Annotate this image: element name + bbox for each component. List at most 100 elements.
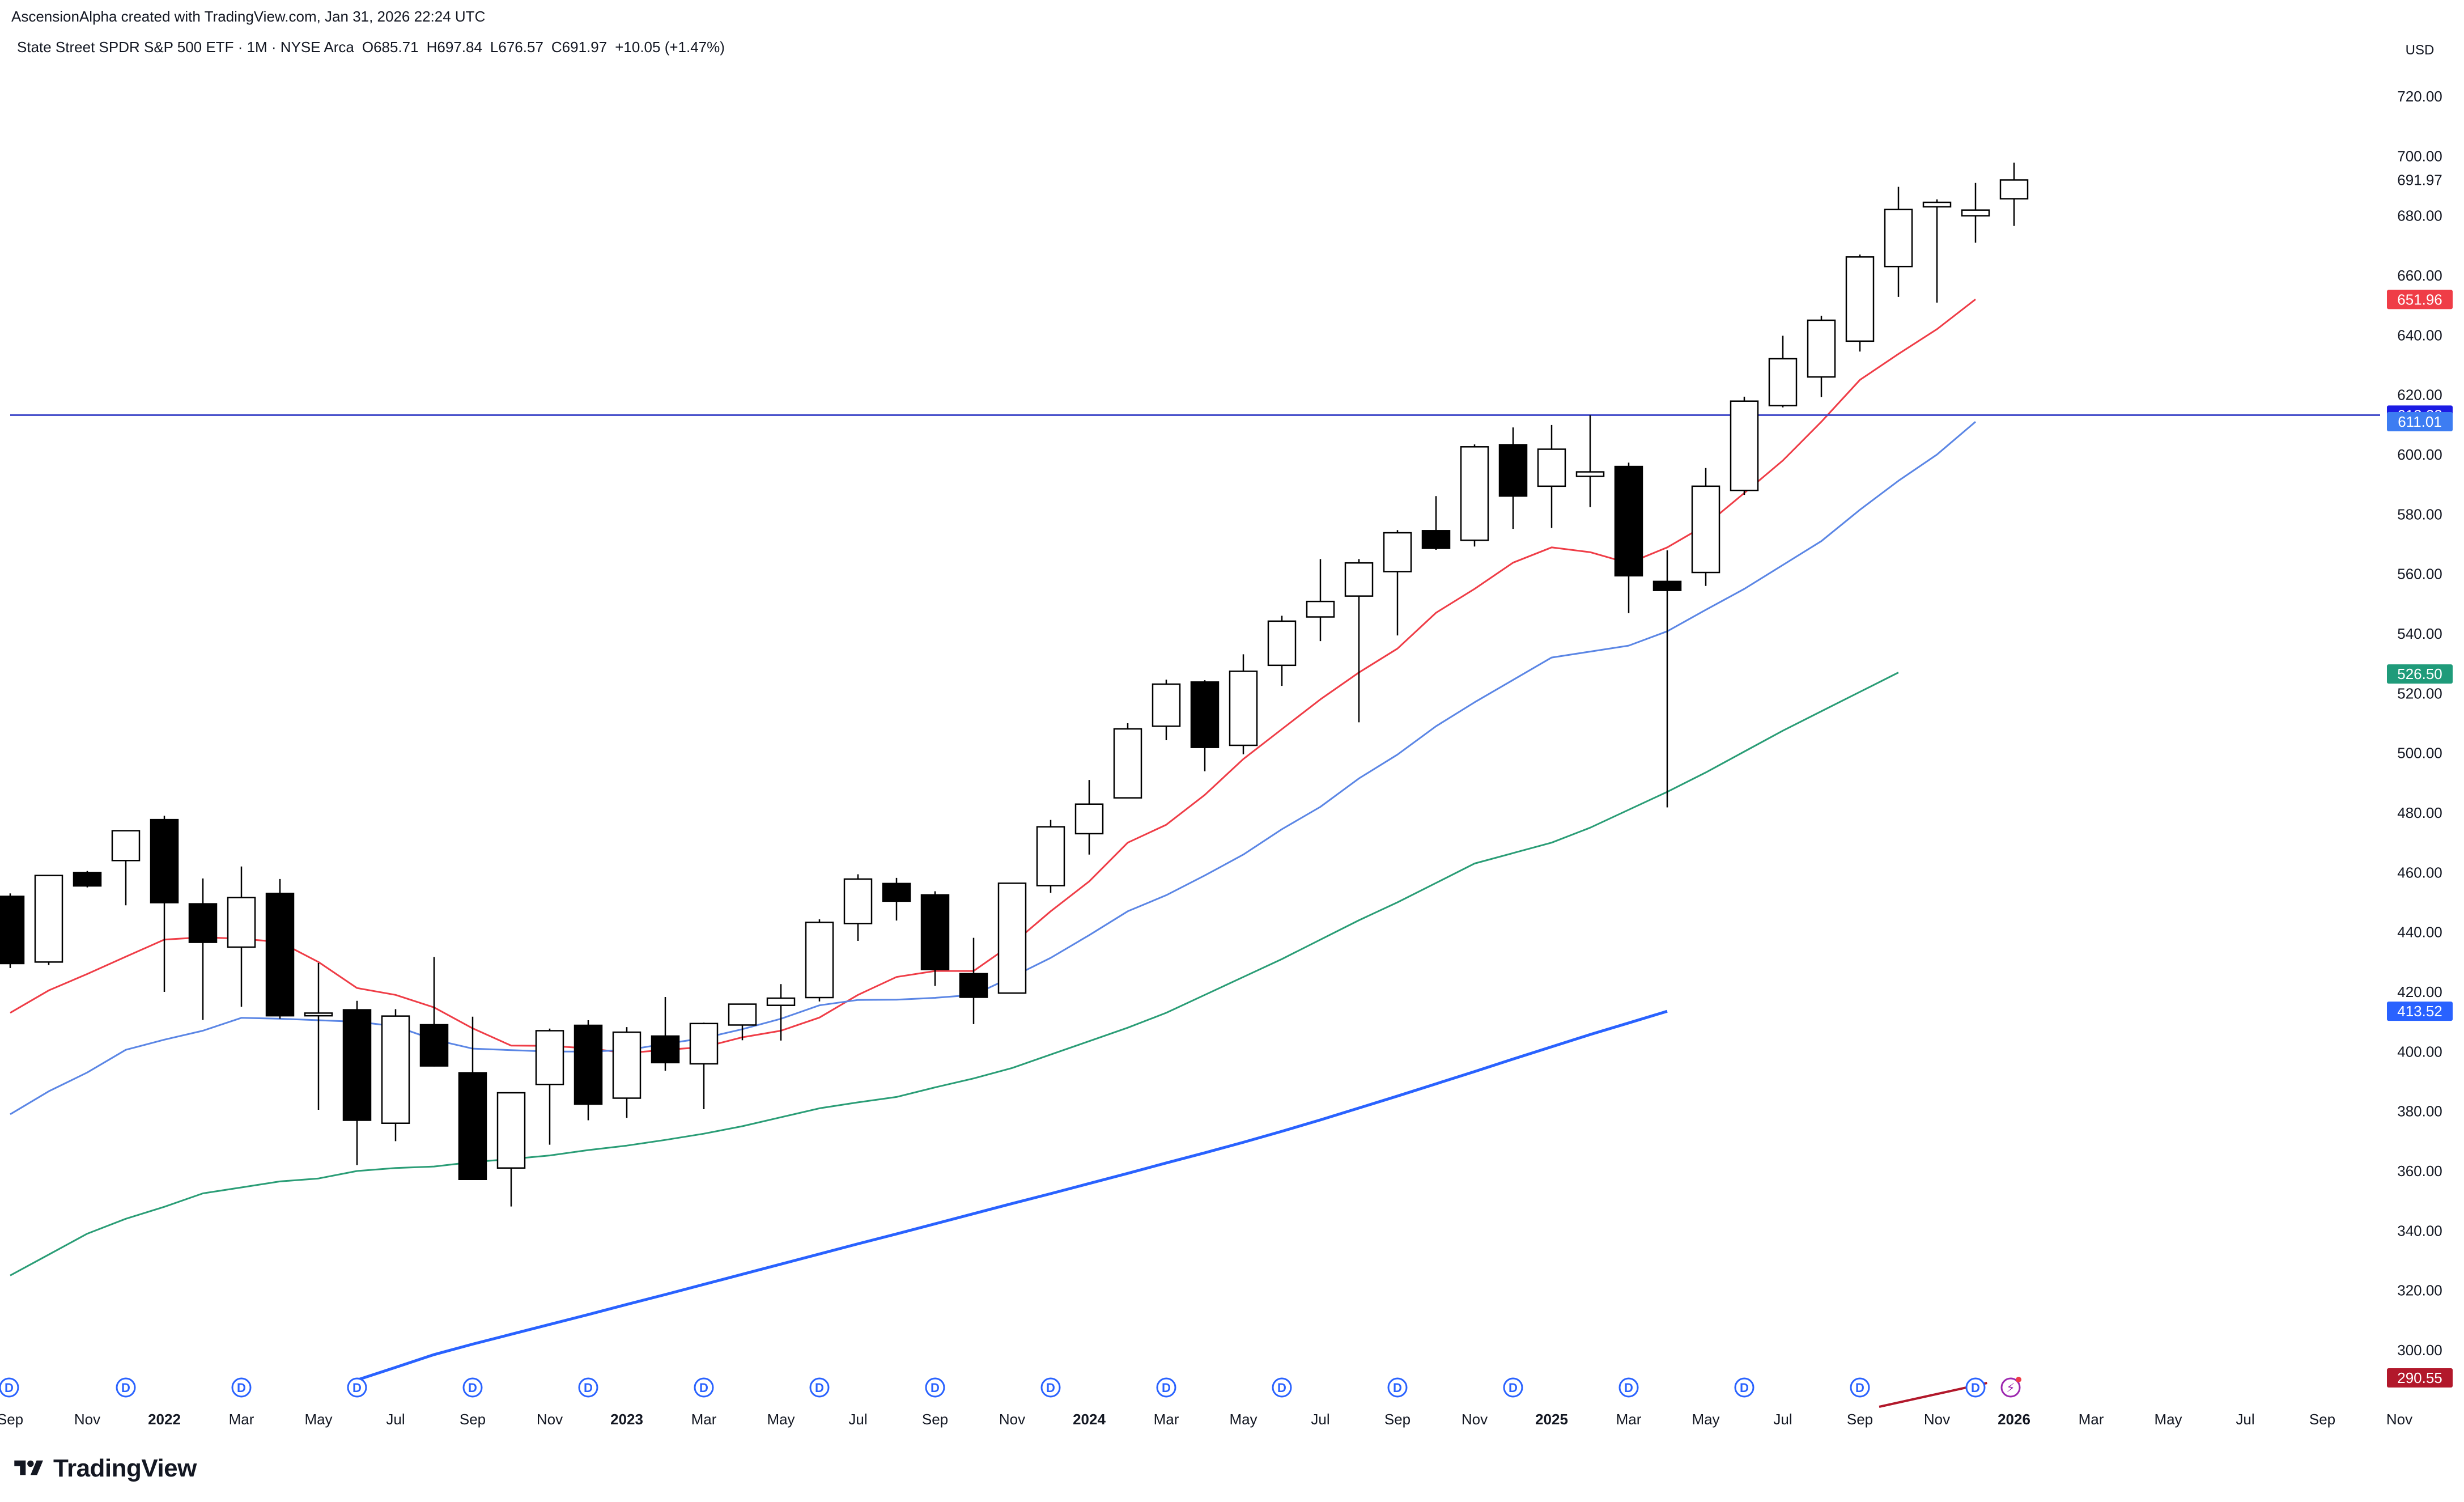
x-tick-label: Sep <box>922 1411 948 1428</box>
candles <box>0 162 2029 1207</box>
tradingview-logo-icon <box>14 1460 43 1475</box>
candle-body <box>1190 681 1220 748</box>
x-tick-label: Sep <box>0 1411 23 1428</box>
candle-body <box>1074 803 1104 835</box>
dividend-marker-label: D <box>1740 1381 1749 1395</box>
dividend-marker: D <box>1965 1377 1986 1398</box>
dividend-marker-label: D <box>1624 1381 1633 1395</box>
price-axis-marker-label: 413.52 <box>2397 1003 2442 1020</box>
x-tick-label: May <box>767 1411 795 1428</box>
price-axis-marker-label: 526.50 <box>2397 665 2442 682</box>
candle <box>34 875 63 965</box>
y-tick-label: 560.00 <box>2397 566 2442 583</box>
legend-symbol[interactable]: State Street SPDR S&P 500 ETF · 1M · NYS… <box>17 39 354 56</box>
dividend-marker-label: D <box>468 1381 477 1395</box>
candle-body <box>0 896 25 965</box>
dividend-marker: D <box>1850 1377 1870 1398</box>
candle-body <box>1344 562 1374 597</box>
dividend-marker: D <box>1503 1377 1523 1398</box>
dividend-marker-circle <box>694 1377 714 1398</box>
dividend-marker-circle <box>1618 1377 1639 1398</box>
y-tick-label: 360.00 <box>2397 1162 2442 1179</box>
price-axis-marker: 611.01 <box>2387 412 2453 432</box>
dividend-marker: D <box>809 1377 830 1398</box>
candle-body <box>959 973 988 998</box>
time-axis: Sep Nov 2022 Mar May Jul Sep Nov 2023 Mar May Jul Se… <box>0 1411 2412 1428</box>
candle-body <box>150 818 179 903</box>
candle <box>0 893 25 968</box>
dividend-marker-circle <box>116 1377 136 1398</box>
candle <box>1575 415 1605 507</box>
candle <box>920 891 950 986</box>
x-tick-label: May <box>1692 1411 1719 1428</box>
moving-averages <box>10 298 1987 1408</box>
candle-body <box>188 903 218 943</box>
dividend-marker-circle <box>578 1377 598 1398</box>
x-tick-label: Mar <box>2079 1411 2104 1428</box>
dividend-marker-label: D <box>5 1381 14 1395</box>
legend-open: O685.71 <box>362 39 419 56</box>
x-tick-label: Nov <box>999 1411 1025 1428</box>
candle <box>419 957 449 1067</box>
x-tick-label: Nov <box>1462 1411 1488 1428</box>
dividend-marker: D <box>1387 1377 1408 1398</box>
candle <box>805 919 834 1002</box>
x-tick-label: Jul <box>386 1411 405 1428</box>
candle <box>1190 680 1220 771</box>
price-axis-marker-label: 611.01 <box>2398 413 2442 430</box>
dividend-marker-circle <box>462 1377 483 1398</box>
candle-body <box>1229 671 1258 746</box>
candle <box>458 1016 487 1180</box>
dividend-marker-circle <box>0 1377 19 1398</box>
candle-body <box>1575 471 1605 477</box>
candle-body <box>612 1031 642 1099</box>
moving-average-line-4 <box>356 1009 1668 1382</box>
dividend-marker-label: D <box>699 1381 708 1395</box>
x-tick-label: Sep <box>1384 1411 1411 1428</box>
candle-body <box>265 892 295 1017</box>
candle <box>959 937 988 1024</box>
candle-body <box>73 872 102 887</box>
dividend-marker: D <box>1734 1377 1754 1398</box>
y-tick-label: 600.00 <box>2397 446 2442 463</box>
y-tick-label: 300.00 <box>2397 1342 2442 1359</box>
candle <box>1152 680 1181 741</box>
candle <box>1807 316 1836 397</box>
candle-body <box>1768 358 1798 406</box>
price-axis-marker: 691.97 <box>2397 172 2442 189</box>
candle <box>766 984 796 1041</box>
dividend-marker-label: D <box>1393 1381 1402 1395</box>
candle <box>1652 550 1682 808</box>
candle-body <box>573 1024 603 1105</box>
candle <box>1884 186 1913 297</box>
candle <box>304 962 333 1110</box>
price-axis-marker-bg <box>2387 290 2453 309</box>
y-tick-label: 640.00 <box>2397 326 2442 343</box>
x-tick-label: 2024 <box>1073 1411 1106 1428</box>
candle <box>1421 496 1451 550</box>
y-tick-label: 660.00 <box>2397 267 2442 284</box>
candle-body <box>997 882 1027 994</box>
x-tick-label: 2025 <box>1535 1411 1568 1428</box>
dividend-marker-circle <box>347 1377 367 1398</box>
candle <box>73 871 102 888</box>
candle <box>1845 254 1875 352</box>
dividend-marker-label: D <box>1046 1381 1055 1395</box>
price-axis-marker-bg <box>2387 664 2453 684</box>
candle-body <box>496 1092 526 1169</box>
tradingview-logo[interactable]: TradingView <box>11 1454 197 1483</box>
candle-body <box>227 897 256 948</box>
dividend-marker-label: D <box>1509 1381 1518 1395</box>
candle-body <box>766 997 796 1006</box>
dividend-marker: D <box>231 1377 252 1398</box>
candle-body <box>419 1024 449 1067</box>
candle-body <box>342 1009 372 1121</box>
legend-change: +10.05 (+1.47%) <box>615 39 725 56</box>
candle-body <box>1306 600 1335 618</box>
x-tick-label: Sep <box>1847 1411 1873 1428</box>
candle-body <box>1537 448 1566 487</box>
y-tick-label: 460.00 <box>2397 864 2442 881</box>
dividend-marker: D <box>578 1377 598 1398</box>
dividend-marker-circle <box>1156 1377 1176 1398</box>
